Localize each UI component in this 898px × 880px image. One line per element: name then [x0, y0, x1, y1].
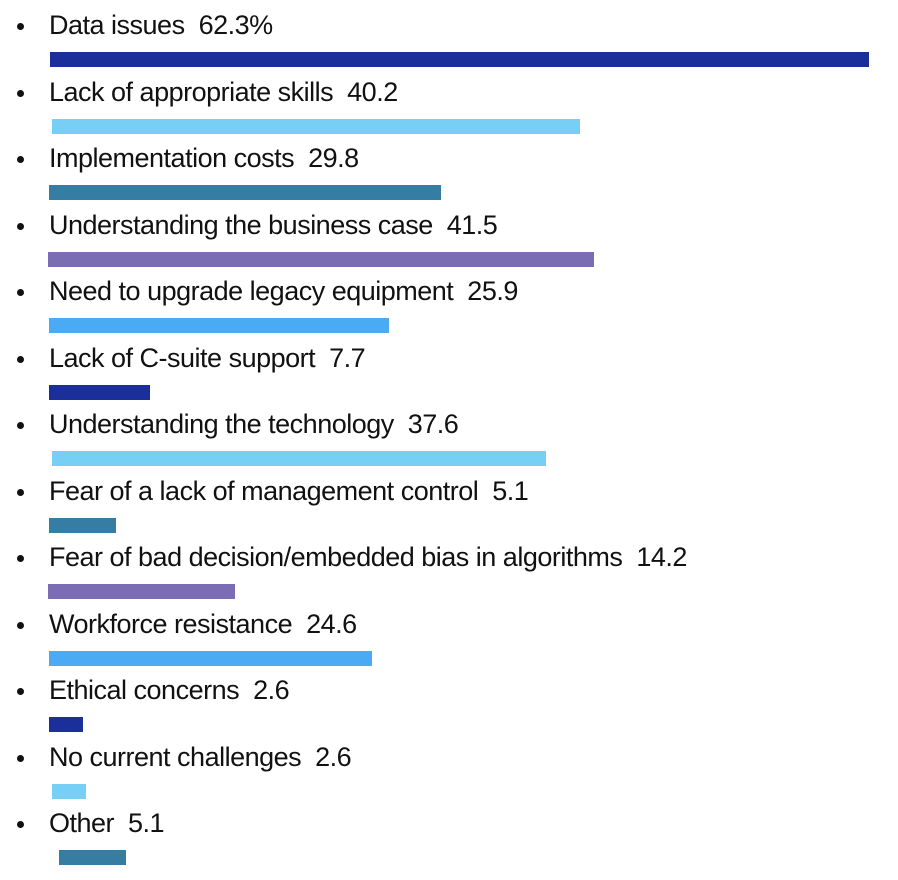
category-label: Understanding the technology	[49, 409, 394, 439]
bullet-icon	[17, 621, 24, 629]
category-label: Implementation costs	[49, 143, 295, 173]
chart-row: Fear of bad decision/embedded bias in al…	[0, 538, 898, 604]
bullet-icon	[17, 156, 24, 163]
category-label-line: Other 5.1	[49, 806, 165, 840]
chart-row: No current challenges 2.6	[0, 738, 898, 804]
category-label-line: Ethical concerns 2.6	[49, 673, 290, 707]
bullet-icon	[17, 23, 24, 30]
chart-row: Need to upgrade legacy equipment 25.9	[0, 272, 898, 338]
category-label: Lack of C-suite support	[49, 342, 316, 373]
category-label-line: Lack of appropriate skills 40.2	[49, 75, 398, 109]
bar	[49, 384, 151, 400]
data-label: 5.1	[492, 475, 529, 506]
category-label-line: Workforce resistance 24.6	[49, 607, 357, 641]
category-label-line: Need to upgrade legacy equipment 25.9	[49, 274, 518, 308]
chart-row: Understanding the business case 41.5	[0, 206, 898, 272]
bullet-icon	[17, 555, 24, 562]
chart-row: Workforce resistance 24.6	[0, 605, 898, 671]
chart-row: Other 5.1	[0, 804, 898, 870]
category-label: Other	[49, 808, 115, 838]
data-label: 62.3%	[198, 10, 274, 40]
category-label-line: Fear of a lack of management control 5.1	[49, 474, 529, 508]
category-label-line: Fear of bad decision/embedded bias in al…	[49, 540, 687, 574]
bullet-icon	[17, 754, 24, 762]
chart-row: Understanding the technology 37.6	[0, 405, 898, 471]
category-label: Workforce resistance	[49, 608, 293, 639]
data-label: 37.6	[407, 409, 459, 439]
category-label-line: No current challenges 2.6	[49, 740, 352, 774]
category-label: Ethical concerns	[49, 675, 240, 705]
bar	[48, 251, 594, 267]
category-label: No current challenges	[49, 741, 302, 772]
data-label: 7.7	[329, 342, 366, 373]
bar	[49, 650, 373, 666]
chart-row: Fear of a lack of management control 5.1	[0, 472, 898, 538]
category-label-line: Lack of C-suite support 7.7	[49, 341, 366, 375]
data-label: 2.6	[253, 675, 290, 705]
bar	[48, 584, 235, 599]
data-label: 24.6	[306, 608, 357, 639]
bullet-icon	[17, 222, 24, 230]
category-label-line: Data issues 62.3%	[49, 8, 273, 42]
chart-row: Data issues 62.3%	[0, 6, 898, 72]
bar	[59, 850, 127, 865]
category-label: Understanding the business case	[49, 209, 433, 240]
data-label: 40.2	[347, 76, 398, 107]
bullet-icon	[17, 89, 24, 97]
category-label: Data issues	[49, 10, 185, 40]
bar	[52, 783, 87, 799]
bar	[49, 717, 84, 732]
bullet-icon	[17, 422, 24, 429]
chart-row: Lack of C-suite support 7.7	[0, 339, 898, 405]
bar	[50, 52, 869, 67]
bar	[49, 517, 117, 533]
data-label: 29.8	[308, 143, 359, 173]
bar	[49, 185, 441, 200]
bar	[52, 451, 547, 466]
category-label-line: Understanding the business case 41.5	[49, 208, 498, 242]
bullet-icon	[17, 688, 24, 695]
bullet-icon	[17, 289, 24, 296]
bar	[52, 118, 581, 134]
category-label: Fear of a lack of management control	[49, 475, 479, 506]
category-label: Need to upgrade legacy equipment	[49, 276, 454, 306]
data-label: 14.2	[636, 542, 687, 572]
category-label-line: Implementation costs 29.8	[49, 141, 359, 175]
bar	[49, 318, 390, 333]
chart-row: Ethical concerns 2.6	[0, 671, 898, 737]
data-label: 2.6	[315, 741, 352, 772]
bullet-icon	[17, 488, 24, 496]
data-label: 25.9	[467, 276, 518, 306]
category-label: Fear of bad decision/embedded bias in al…	[49, 542, 623, 572]
data-label: 41.5	[446, 209, 498, 240]
category-label: Lack of appropriate skills	[49, 76, 334, 107]
data-label: 5.1	[128, 808, 165, 838]
bullet-icon	[17, 355, 24, 363]
category-label-line: Understanding the technology 37.6	[49, 407, 459, 441]
chart-row: Lack of appropriate skills 40.2	[0, 73, 898, 139]
bullet-icon	[17, 821, 24, 828]
chart-row: Implementation costs 29.8	[0, 139, 898, 205]
